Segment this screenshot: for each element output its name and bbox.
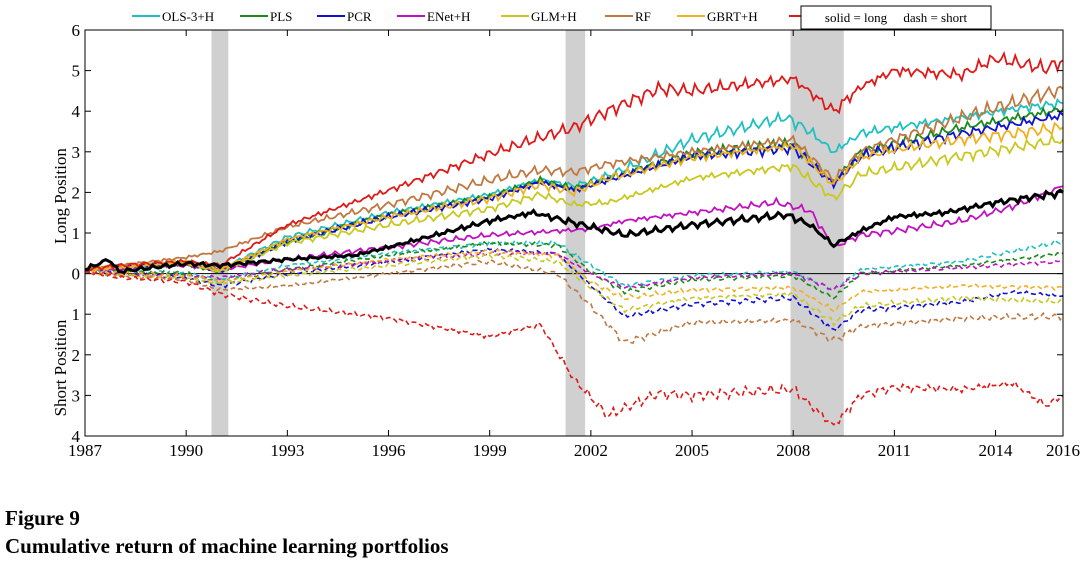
x-tick-label: 2014 [979,441,1014,460]
legend-label: PCR [347,9,372,24]
recession-band [211,30,229,436]
series-long-line [84,85,1064,271]
legend-label: ENet+H [427,9,470,24]
y-tick-label: 6 [72,21,81,40]
x-tick-label: 1996 [372,441,406,460]
axis-ticks: 1987 1990 1993 1996 1999 2002 2005 2008 2011 2014… [68,21,1080,460]
cumulative-return-chart: 1987 1990 1993 1996 1999 2002 2005 2008 2011 2014… [51,5,1080,460]
figure-title: Cumulative return of machine learning po… [5,534,449,558]
series-short-line [84,253,1064,327]
series-short-line [84,247,1064,332]
figure-number: Figure 9 [5,506,80,530]
legend-entry: RF [605,9,651,24]
y-axis-labels: Long Position Short Position [51,148,70,417]
series-long-line [84,188,1064,275]
y-tick-label: 4 [72,102,81,121]
series-short-line [84,270,1064,426]
x-tick-label: 2008 [776,441,810,460]
y-tick-label: 1 [72,305,81,324]
series-long-line [84,133,1064,273]
y-tick-label: 5 [72,62,81,81]
y-tick-label: 1 [72,224,81,243]
recession-band [565,30,586,436]
series-long-line [84,50,1064,272]
legend-entry: GLM+H [501,9,577,24]
series-lines [84,50,1064,426]
legend-entry: OLS-3+H [132,9,214,24]
series-short-line [84,238,1064,291]
y-tick-label: 3 [72,386,81,405]
y-tick-label: 4 [72,427,81,446]
x-tick-label: 2002 [574,441,608,460]
legend-label: OLS-3+H [162,9,214,24]
series-short-line [84,248,1064,313]
series-long-line [84,121,1064,272]
x-tick-label: 1987 [68,441,103,460]
x-tick-label: 1993 [270,441,304,460]
x-tick-label: 2016 [1046,441,1080,460]
legend-label: GBRT+H [707,9,758,24]
legend-entry: PLS [240,9,292,24]
ylabel-short: Short Position [51,319,70,416]
series-short-line [84,259,1064,345]
legend-note-box: solid = long dash = short [800,5,992,30]
x-tick-label: 1999 [473,441,507,460]
y-tick-label: 2 [72,183,81,202]
y-tick-label: 3 [72,143,81,162]
legend-label: RF [635,9,651,24]
legend-entry: PCR [317,9,372,24]
legend-entry: ENet+H [397,9,470,24]
series-short-line [84,250,1064,291]
legend-entry: GBRT+H [677,9,758,24]
series-long-line [84,97,1064,272]
legend-label: PLS [270,9,292,24]
x-tick-label: 2005 [675,441,709,460]
x-tick-label: 1990 [169,441,203,460]
legend-label: GLM+H [531,9,577,24]
ylabel-long: Long Position [51,148,70,244]
legend-note: solid = long dash = short [825,10,968,25]
x-tick-label: 2011 [878,441,911,460]
y-tick-label: 2 [72,346,81,365]
y-tick-label: 0 [72,265,81,284]
